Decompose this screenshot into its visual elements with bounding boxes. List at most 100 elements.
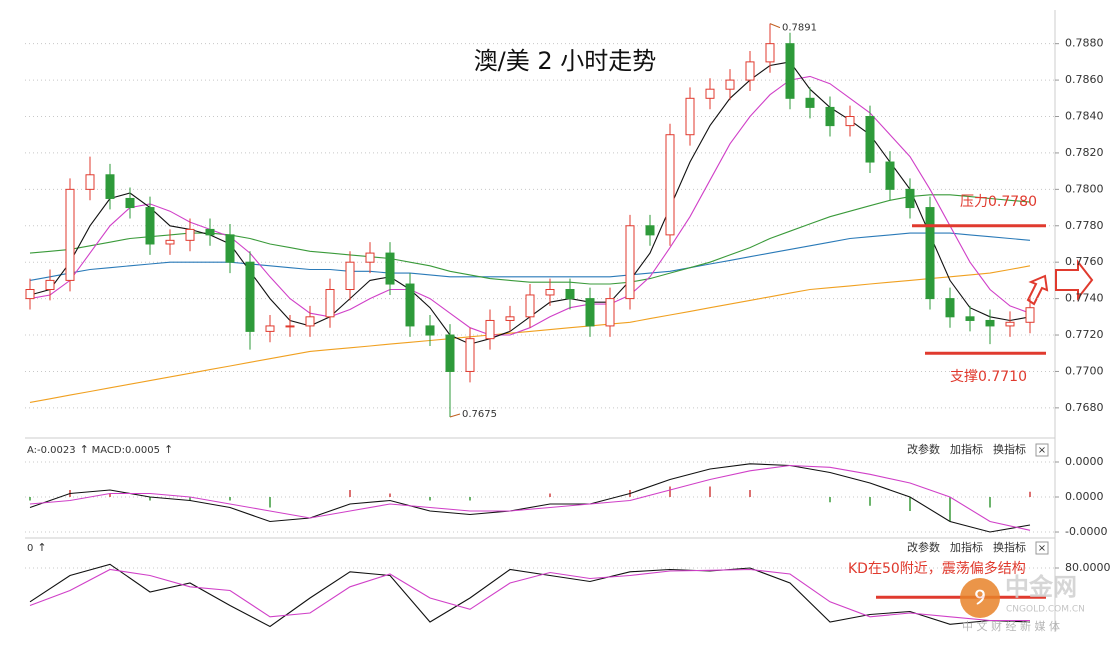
candle-body	[345, 261, 355, 291]
candle-body	[685, 97, 695, 136]
indicator-arrow: ↑	[37, 541, 46, 554]
watermark-domain: CNGOLD.COM.CN	[1006, 605, 1085, 615]
y-tick-label: 0.7720	[1065, 328, 1104, 341]
candle-body	[665, 134, 675, 236]
y-tick-label: 0.7800	[1065, 182, 1104, 195]
close-button	[1035, 443, 1049, 457]
y-tick-label: 0.0000	[1065, 490, 1104, 503]
indicator-label: 0	[27, 543, 33, 554]
candle-body	[85, 174, 95, 190]
candle-body	[525, 294, 535, 318]
macd-line	[29, 463, 1031, 533]
macd-line	[29, 464, 1031, 531]
moving-average-line	[29, 194, 1031, 285]
candle-body	[925, 207, 935, 300]
candle-body	[145, 207, 155, 245]
candle-body	[545, 289, 555, 296]
candle-body	[825, 106, 835, 127]
panel-button: 加指标	[950, 442, 983, 456]
y-tick-label: 0.7740	[1065, 292, 1104, 305]
y-tick-label: 0.7700	[1065, 364, 1104, 377]
kd-annotation: KD在50附近，震荡偏多结构	[848, 560, 1026, 577]
candle-body	[725, 79, 735, 90]
candle-body	[745, 61, 755, 81]
candle-body	[625, 225, 635, 300]
candle-body	[445, 334, 455, 372]
y-tick-label: 0.7820	[1065, 146, 1104, 159]
panel-button: 换指标	[993, 442, 1026, 456]
indicator-label: A:-0.0023	[27, 445, 76, 456]
candle-body	[45, 279, 55, 291]
candle-body	[605, 298, 615, 327]
watermark-name: 中金网	[1005, 573, 1077, 601]
resistance-label: 压力0.7780	[960, 194, 1037, 210]
kd-line	[29, 563, 1031, 628]
candle-body	[225, 234, 235, 263]
panel-button: 加指标	[950, 540, 983, 554]
y-tick-label: 0.0000	[1065, 455, 1104, 468]
y-tick-label: 0.7840	[1065, 110, 1104, 123]
panel-button: 改参数	[907, 442, 940, 456]
candle-body	[585, 298, 595, 327]
candle-body	[325, 289, 335, 318]
candle-body	[865, 116, 875, 163]
candle-body	[905, 188, 915, 209]
annotation-leader	[769, 23, 781, 29]
candle-body	[805, 97, 815, 108]
y-tick-label: 0.7680	[1065, 401, 1104, 414]
candle-body	[365, 252, 375, 263]
support-label: 支撑0.7710	[950, 369, 1027, 385]
candle-body	[285, 325, 295, 328]
watermark-slogan: 中 文 财 经 新 媒 体	[962, 619, 1060, 633]
logo-mark: ୨	[975, 585, 986, 610]
candle-body	[105, 174, 115, 199]
y-tick-label: 0.7880	[1065, 37, 1104, 50]
indicator-arrow: ↑	[164, 443, 173, 456]
annotation-leader	[449, 413, 461, 418]
moving-average-line	[29, 232, 1031, 281]
candle-body	[405, 283, 415, 327]
candle-body	[965, 316, 975, 321]
candle-body	[985, 319, 995, 327]
candle-body	[945, 298, 955, 318]
low-label: 0.7675	[462, 409, 497, 420]
moving-average-line	[29, 265, 1031, 403]
candle-body	[485, 319, 495, 340]
panel-button: 换指标	[993, 540, 1026, 554]
candle-body	[165, 239, 175, 245]
candle-body	[565, 289, 575, 300]
chart-title: 澳/美 2 小时走势	[474, 47, 657, 75]
candle-body	[25, 289, 35, 300]
candle-body	[645, 225, 655, 236]
candle-body	[185, 228, 195, 241]
candle-body	[885, 161, 895, 190]
candle-body	[505, 316, 515, 321]
indicator-arrow: ↑	[80, 443, 89, 456]
candle-body	[245, 261, 255, 332]
candle-body	[425, 325, 435, 336]
candle-body	[65, 188, 75, 281]
y-tick-label: 0.7860	[1065, 73, 1104, 86]
logo-circle	[960, 578, 1000, 618]
panel-button: 改参数	[907, 540, 940, 554]
candle-body	[265, 325, 275, 332]
candle-body	[785, 43, 795, 99]
candle-body	[305, 316, 315, 327]
close-button	[1035, 541, 1049, 555]
arrow-up	[1026, 274, 1049, 306]
y-tick-label: 0.7760	[1065, 255, 1104, 268]
candle-body	[1005, 321, 1015, 327]
candle-body	[205, 228, 215, 236]
candle-body	[385, 252, 395, 285]
kd-line	[29, 568, 1030, 622]
indicator-label: MACD:0.0005	[92, 445, 160, 456]
candle-body	[1025, 307, 1035, 323]
candle-body	[465, 338, 475, 372]
candle-body	[125, 197, 135, 209]
watermark: ୨ 中金网 CNGOLD.COM.CN 中 文 财 经 新 媒 体	[960, 573, 1085, 633]
candle-body	[845, 116, 855, 127]
close-icon: ×	[1038, 445, 1046, 456]
y-tick-label: -0.0000	[1065, 525, 1107, 538]
